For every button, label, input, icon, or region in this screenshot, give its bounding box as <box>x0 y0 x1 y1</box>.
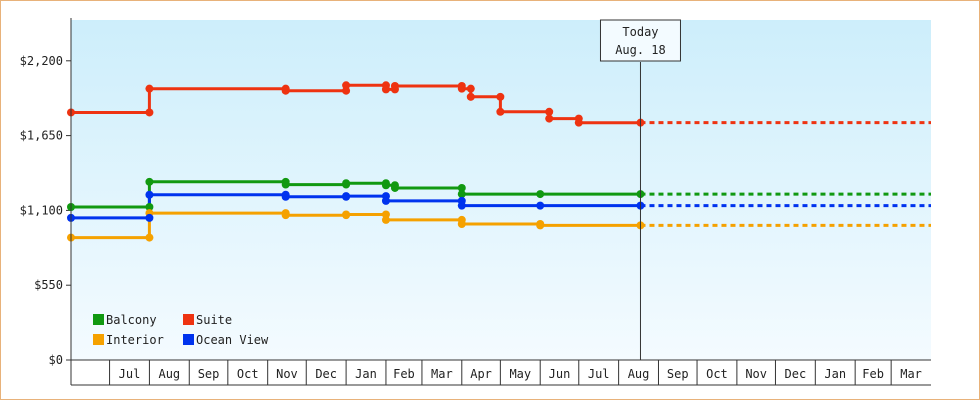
plot-background <box>71 20 931 360</box>
data-point <box>342 210 351 219</box>
data-point <box>457 183 466 192</box>
today-marker: Today Aug. 18 <box>599 19 681 360</box>
month-label: Aug <box>628 367 650 381</box>
series-points <box>67 81 645 242</box>
data-point <box>545 114 554 123</box>
month-label: Oct <box>706 367 728 381</box>
today-date: Aug. 18 <box>615 43 666 57</box>
data-point <box>536 190 545 199</box>
legend-swatch <box>93 314 104 325</box>
y-tick-label: $1,100 <box>20 203 63 217</box>
legend-label: Interior <box>106 333 164 347</box>
data-point <box>281 192 290 201</box>
legend-swatch <box>93 334 104 345</box>
data-point <box>496 92 505 101</box>
data-point <box>381 85 390 94</box>
legend-label: Ocean View <box>196 333 269 347</box>
data-point <box>496 107 505 116</box>
data-point <box>390 183 399 192</box>
legend-swatch <box>183 314 194 325</box>
data-point <box>342 179 351 188</box>
month-label: Dec <box>785 367 807 381</box>
data-point <box>390 81 399 90</box>
data-point <box>545 107 554 116</box>
data-point <box>145 108 154 117</box>
data-point <box>281 180 290 189</box>
data-point <box>536 221 545 230</box>
data-point <box>381 196 390 205</box>
month-label: Aug <box>158 367 180 381</box>
y-tick-label: $2,200 <box>20 54 63 68</box>
month-label: Apr <box>470 367 492 381</box>
data-point <box>342 192 351 201</box>
legend-swatch <box>183 334 194 345</box>
month-label: Sep <box>198 367 220 381</box>
data-point <box>145 203 154 211</box>
forecast-lines <box>640 121 931 227</box>
data-point <box>457 220 466 228</box>
data-point <box>381 215 390 224</box>
today-label: Today <box>622 25 658 39</box>
x-axis-months: Jul Aug Sep Oct Nov Dec Jan Feb Mar Apr May Jun Jul A… <box>71 360 931 386</box>
y-tick-label: $1,650 <box>20 129 63 143</box>
data-point <box>281 211 290 220</box>
data-point <box>145 233 154 242</box>
data-point <box>381 181 390 190</box>
month-label: Mar <box>900 367 922 381</box>
series-line <box>71 211 641 240</box>
data-point <box>145 177 154 186</box>
legend: Balcony Suite Interior Ocean View <box>93 313 269 347</box>
data-point <box>145 84 154 93</box>
data-point <box>466 92 475 101</box>
month-label: Jun <box>549 367 571 381</box>
y-tick-label: $550 <box>34 278 63 292</box>
month-label: Dec <box>315 367 337 381</box>
month-label: Nov <box>276 367 298 381</box>
data-point <box>457 84 466 93</box>
month-label: Feb <box>393 367 415 381</box>
month-label: Jan <box>355 367 377 381</box>
y-axis-ticks: $0 $550 $1,100 $1,650 $2,200 <box>20 54 71 367</box>
month-label: Jul <box>588 367 610 381</box>
month-label: Jul <box>119 367 141 381</box>
data-point <box>145 213 154 222</box>
data-point <box>281 86 290 95</box>
month-label: Jan <box>824 367 846 381</box>
data-point <box>457 201 466 210</box>
axes <box>70 18 931 385</box>
month-label: May <box>509 367 531 381</box>
month-label: Oct <box>237 367 259 381</box>
data-point <box>574 118 583 127</box>
data-point <box>466 84 475 93</box>
month-label: Feb <box>862 367 884 381</box>
y-tick-label: $0 <box>49 353 63 367</box>
legend-label: Suite <box>196 313 232 327</box>
data-point <box>536 201 545 210</box>
data-point <box>145 190 154 199</box>
data-point <box>342 81 351 90</box>
legend-label: Balcony <box>106 313 157 327</box>
month-label: Nov <box>745 367 767 381</box>
today-box <box>599 19 681 62</box>
data-point <box>457 190 466 199</box>
month-label: Mar <box>431 367 453 381</box>
month-label: Sep <box>667 367 689 381</box>
